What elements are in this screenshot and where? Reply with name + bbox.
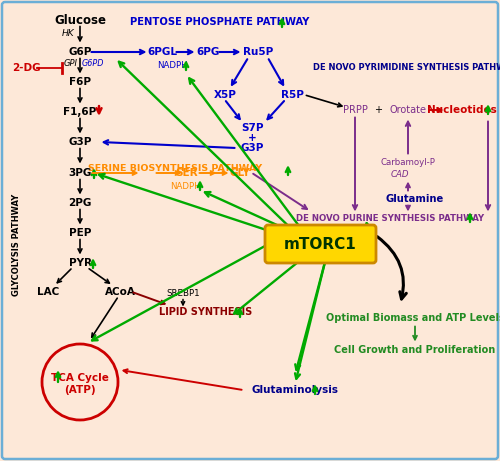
- Text: DE NOVO PYRIMIDINE SYNTHESIS PATHWAY: DE NOVO PYRIMIDINE SYNTHESIS PATHWAY: [313, 64, 500, 72]
- Text: Orotate: Orotate: [390, 105, 426, 115]
- Text: Cell Growth and Proliferation: Cell Growth and Proliferation: [334, 345, 496, 355]
- Text: Glucose: Glucose: [54, 13, 106, 26]
- Text: +: +: [374, 105, 382, 115]
- Text: PRPP: PRPP: [342, 105, 367, 115]
- Text: GLYCOLYSIS PATHWAY: GLYCOLYSIS PATHWAY: [12, 194, 22, 296]
- Text: SERINE BIOSYNTHESIS PATHWAY: SERINE BIOSYNTHESIS PATHWAY: [88, 164, 262, 172]
- Text: R5P: R5P: [280, 90, 303, 100]
- Text: (ATP): (ATP): [64, 385, 96, 395]
- Text: F6P: F6P: [69, 77, 91, 87]
- Text: HK: HK: [62, 29, 74, 37]
- Text: 2PG: 2PG: [68, 198, 92, 208]
- Text: NADPH: NADPH: [156, 60, 188, 70]
- Text: PYR: PYR: [68, 258, 92, 268]
- Text: DE NOVO PURINE SYNTHESIS PATHWAY: DE NOVO PURINE SYNTHESIS PATHWAY: [296, 213, 484, 223]
- FancyBboxPatch shape: [265, 225, 376, 263]
- Text: Nucleotides: Nucleotides: [427, 105, 497, 115]
- Text: G6P: G6P: [68, 47, 92, 57]
- Text: SER: SER: [176, 168, 199, 178]
- Text: G3P: G3P: [68, 137, 92, 147]
- Text: 6PG: 6PG: [196, 47, 220, 57]
- Text: mTORC1: mTORC1: [284, 236, 357, 252]
- Text: CAD: CAD: [391, 170, 409, 178]
- Text: S7P: S7P: [241, 123, 263, 133]
- Text: F1,6P: F1,6P: [64, 107, 96, 117]
- Text: GPI: GPI: [64, 59, 78, 69]
- Text: LIPID SYNTHESIS: LIPID SYNTHESIS: [160, 307, 252, 317]
- Text: SREBP1: SREBP1: [166, 289, 200, 297]
- Text: 2-DG: 2-DG: [12, 63, 40, 73]
- Text: Ru5P: Ru5P: [243, 47, 273, 57]
- Text: TCA Cycle: TCA Cycle: [51, 373, 109, 383]
- Text: Glutaminolysis: Glutaminolysis: [252, 385, 338, 395]
- Text: NADPH: NADPH: [170, 182, 200, 190]
- Text: PEP: PEP: [69, 228, 91, 238]
- Text: G3P: G3P: [240, 143, 264, 153]
- Text: 6PGL: 6PGL: [147, 47, 177, 57]
- Text: LAC: LAC: [37, 287, 59, 297]
- Text: X5P: X5P: [214, 90, 236, 100]
- Text: +: +: [248, 133, 256, 143]
- Text: GLY: GLY: [230, 168, 250, 178]
- Text: Glutamine: Glutamine: [386, 194, 444, 204]
- Text: 3PG: 3PG: [68, 168, 92, 178]
- Text: ACoA: ACoA: [104, 287, 136, 297]
- Text: PENTOSE PHOSPHATE PATHWAY: PENTOSE PHOSPHATE PATHWAY: [130, 17, 310, 27]
- Text: G6PD: G6PD: [82, 59, 104, 69]
- Text: Carbamoyl-P: Carbamoyl-P: [380, 158, 436, 166]
- Text: Optimal Biomass and ATP Levels: Optimal Biomass and ATP Levels: [326, 313, 500, 323]
